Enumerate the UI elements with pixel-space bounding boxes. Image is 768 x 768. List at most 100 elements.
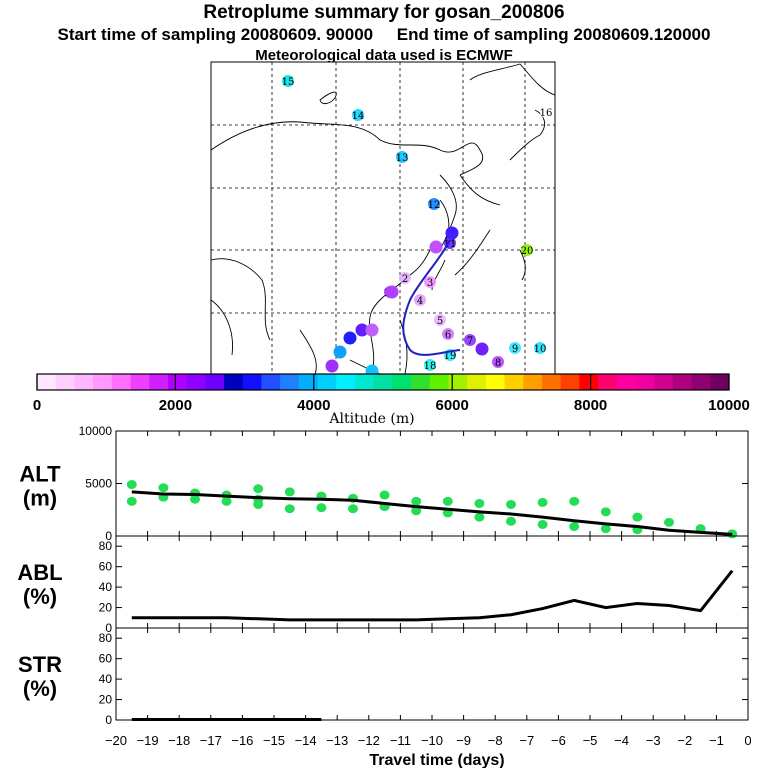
trajectory-marker: 3: [424, 276, 436, 289]
y-tick-label: 0: [105, 621, 112, 635]
trajectory-marker: 8: [492, 356, 504, 369]
colorbar-swatch: [560, 374, 580, 390]
coastlines: [210, 63, 556, 375]
trajectory-marker: 14: [352, 109, 364, 122]
trajectory-day-label: 19: [444, 351, 457, 362]
colorbar-swatch: [523, 374, 543, 390]
retroplume-map: 234567891011121314151617181920: [210, 61, 556, 378]
colorbar-swatch: [541, 374, 562, 390]
trajectory-marker: 20: [521, 244, 534, 257]
colorbar-tick-label: 6000: [436, 397, 469, 414]
y-tick-label: 5000: [85, 477, 112, 491]
colorbar-label: Altitude (m): [328, 411, 414, 427]
trajectory-cluster-dot: [429, 240, 443, 254]
alt-scatter-point: [506, 500, 516, 509]
trajectory-cluster-dot: [385, 285, 399, 299]
panel-frame: [115, 627, 749, 721]
x-tick-label: −15: [263, 733, 285, 748]
panel-str: 0 20 40 60 80 STR(%): [18, 627, 749, 727]
trajectory-day-label: 9: [512, 344, 518, 355]
alt-scatter-point: [253, 500, 264, 509]
x-tick-label: −14: [295, 733, 317, 748]
colorbar-tick-label: 0: [33, 397, 41, 414]
colorbar-swatch: [298, 374, 319, 390]
colorbar-swatch: [392, 374, 412, 390]
trajectory-day-label: 8: [495, 358, 501, 369]
series-line-alt: [131, 490, 733, 536]
alt-scatter-point: [190, 494, 200, 504]
map-gridlines: [211, 62, 555, 374]
colorbar-tick-label: 4000: [297, 397, 330, 414]
trajectory-day-label: 2: [402, 274, 408, 285]
colorbar-swatch: [654, 374, 674, 390]
colorbar-swatch: [336, 374, 356, 390]
y-tick-label: 10000: [79, 424, 113, 438]
trajectory-day-label: 16: [540, 108, 553, 119]
trajectory-day-label: 18: [424, 361, 437, 372]
trajectory-marker: 13: [396, 151, 409, 164]
x-tick-label: −9: [456, 733, 471, 748]
colorbar-tick-label: 10000: [708, 397, 750, 414]
colorbar-swatch: [186, 374, 206, 390]
x-tick-label: −3: [646, 733, 661, 748]
panel-label-abl: ABL: [17, 560, 62, 585]
end-time-label: End time of sampling 20080609.120000: [396, 25, 711, 44]
alt-scatter-point: [569, 522, 580, 532]
trajectory-marker: 7: [464, 334, 476, 347]
time-series-panels: 0500010000ALT(m)020406080ABL(%)020406080…: [17, 424, 751, 768]
panel-frame: [115, 535, 749, 629]
colorbar-swatch: [37, 374, 57, 390]
x-tick-label: −19: [137, 733, 159, 748]
y-tick-label: 80: [99, 631, 113, 645]
trajectory-day-label: 5: [437, 316, 443, 327]
panel-unit-abl: (%): [23, 584, 57, 609]
colorbar-swatch: [504, 374, 524, 390]
colorbar-swatch: [224, 374, 244, 390]
x-tick-label: −5: [583, 733, 598, 748]
panel-label-alt: ALT: [19, 462, 61, 487]
y-tick-label: 60: [99, 560, 113, 574]
met-data-label: Meteorological data used is ECMWF: [255, 47, 513, 64]
panel-frame: [115, 430, 749, 537]
alt-scatter-point: [537, 519, 548, 529]
y-tick-label: 0: [105, 529, 112, 543]
sampling-times: Start time of sampling 20080609. 90000 E…: [0, 25, 768, 45]
alt-scatter-point: [253, 484, 264, 494]
alt-scatter-point: [379, 490, 390, 500]
x-tick-label: −16: [231, 733, 253, 748]
colorbar-swatch: [280, 374, 300, 390]
y-tick-label: 40: [99, 672, 113, 686]
trajectory-marker: 9: [509, 342, 521, 355]
x-tick-label: −12: [358, 733, 380, 748]
alt-scatter-point: [411, 496, 422, 506]
trajectory-marker: 5: [434, 314, 446, 327]
colorbar-swatch: [635, 374, 655, 390]
y-tick-label: 0: [105, 713, 112, 727]
x-tick-label: 0: [744, 733, 751, 748]
start-time-label: Start time of sampling 20080609. 90000: [57, 25, 374, 44]
panel-alt: 0 5000 10000 ALT(m): [19, 424, 749, 543]
map-frame: [210, 61, 556, 375]
alt-scatter-point: [284, 487, 295, 497]
x-tick-label: −11: [390, 733, 411, 748]
trajectory-path: [402, 239, 461, 356]
colorbar-swatch: [616, 374, 636, 390]
colorbar-swatch: [373, 374, 393, 390]
y-tick-label: 40: [99, 580, 113, 594]
trajectory-day-label: 11: [444, 239, 457, 250]
colorbar-swatch: [672, 374, 693, 390]
colorbar-swatch: [242, 374, 262, 390]
trajectory-marker: 6: [442, 328, 454, 341]
colorbar-swatch: [167, 374, 188, 390]
trajectory-day-label: 20: [521, 246, 534, 257]
alt-scatter-point: [411, 506, 422, 516]
alt-scatter-point: [348, 504, 358, 514]
trajectory-cluster-dot: [325, 359, 339, 373]
y-tick-label: 60: [99, 652, 113, 666]
trajectory-cluster-dot: [365, 323, 379, 337]
colorbar-swatch: [485, 374, 506, 390]
colorbar-swatch: [411, 374, 431, 390]
trajectory-marker: 2: [399, 272, 411, 285]
trajectory-day-label: 13: [396, 153, 409, 164]
y-tick-label: 80: [99, 539, 113, 553]
